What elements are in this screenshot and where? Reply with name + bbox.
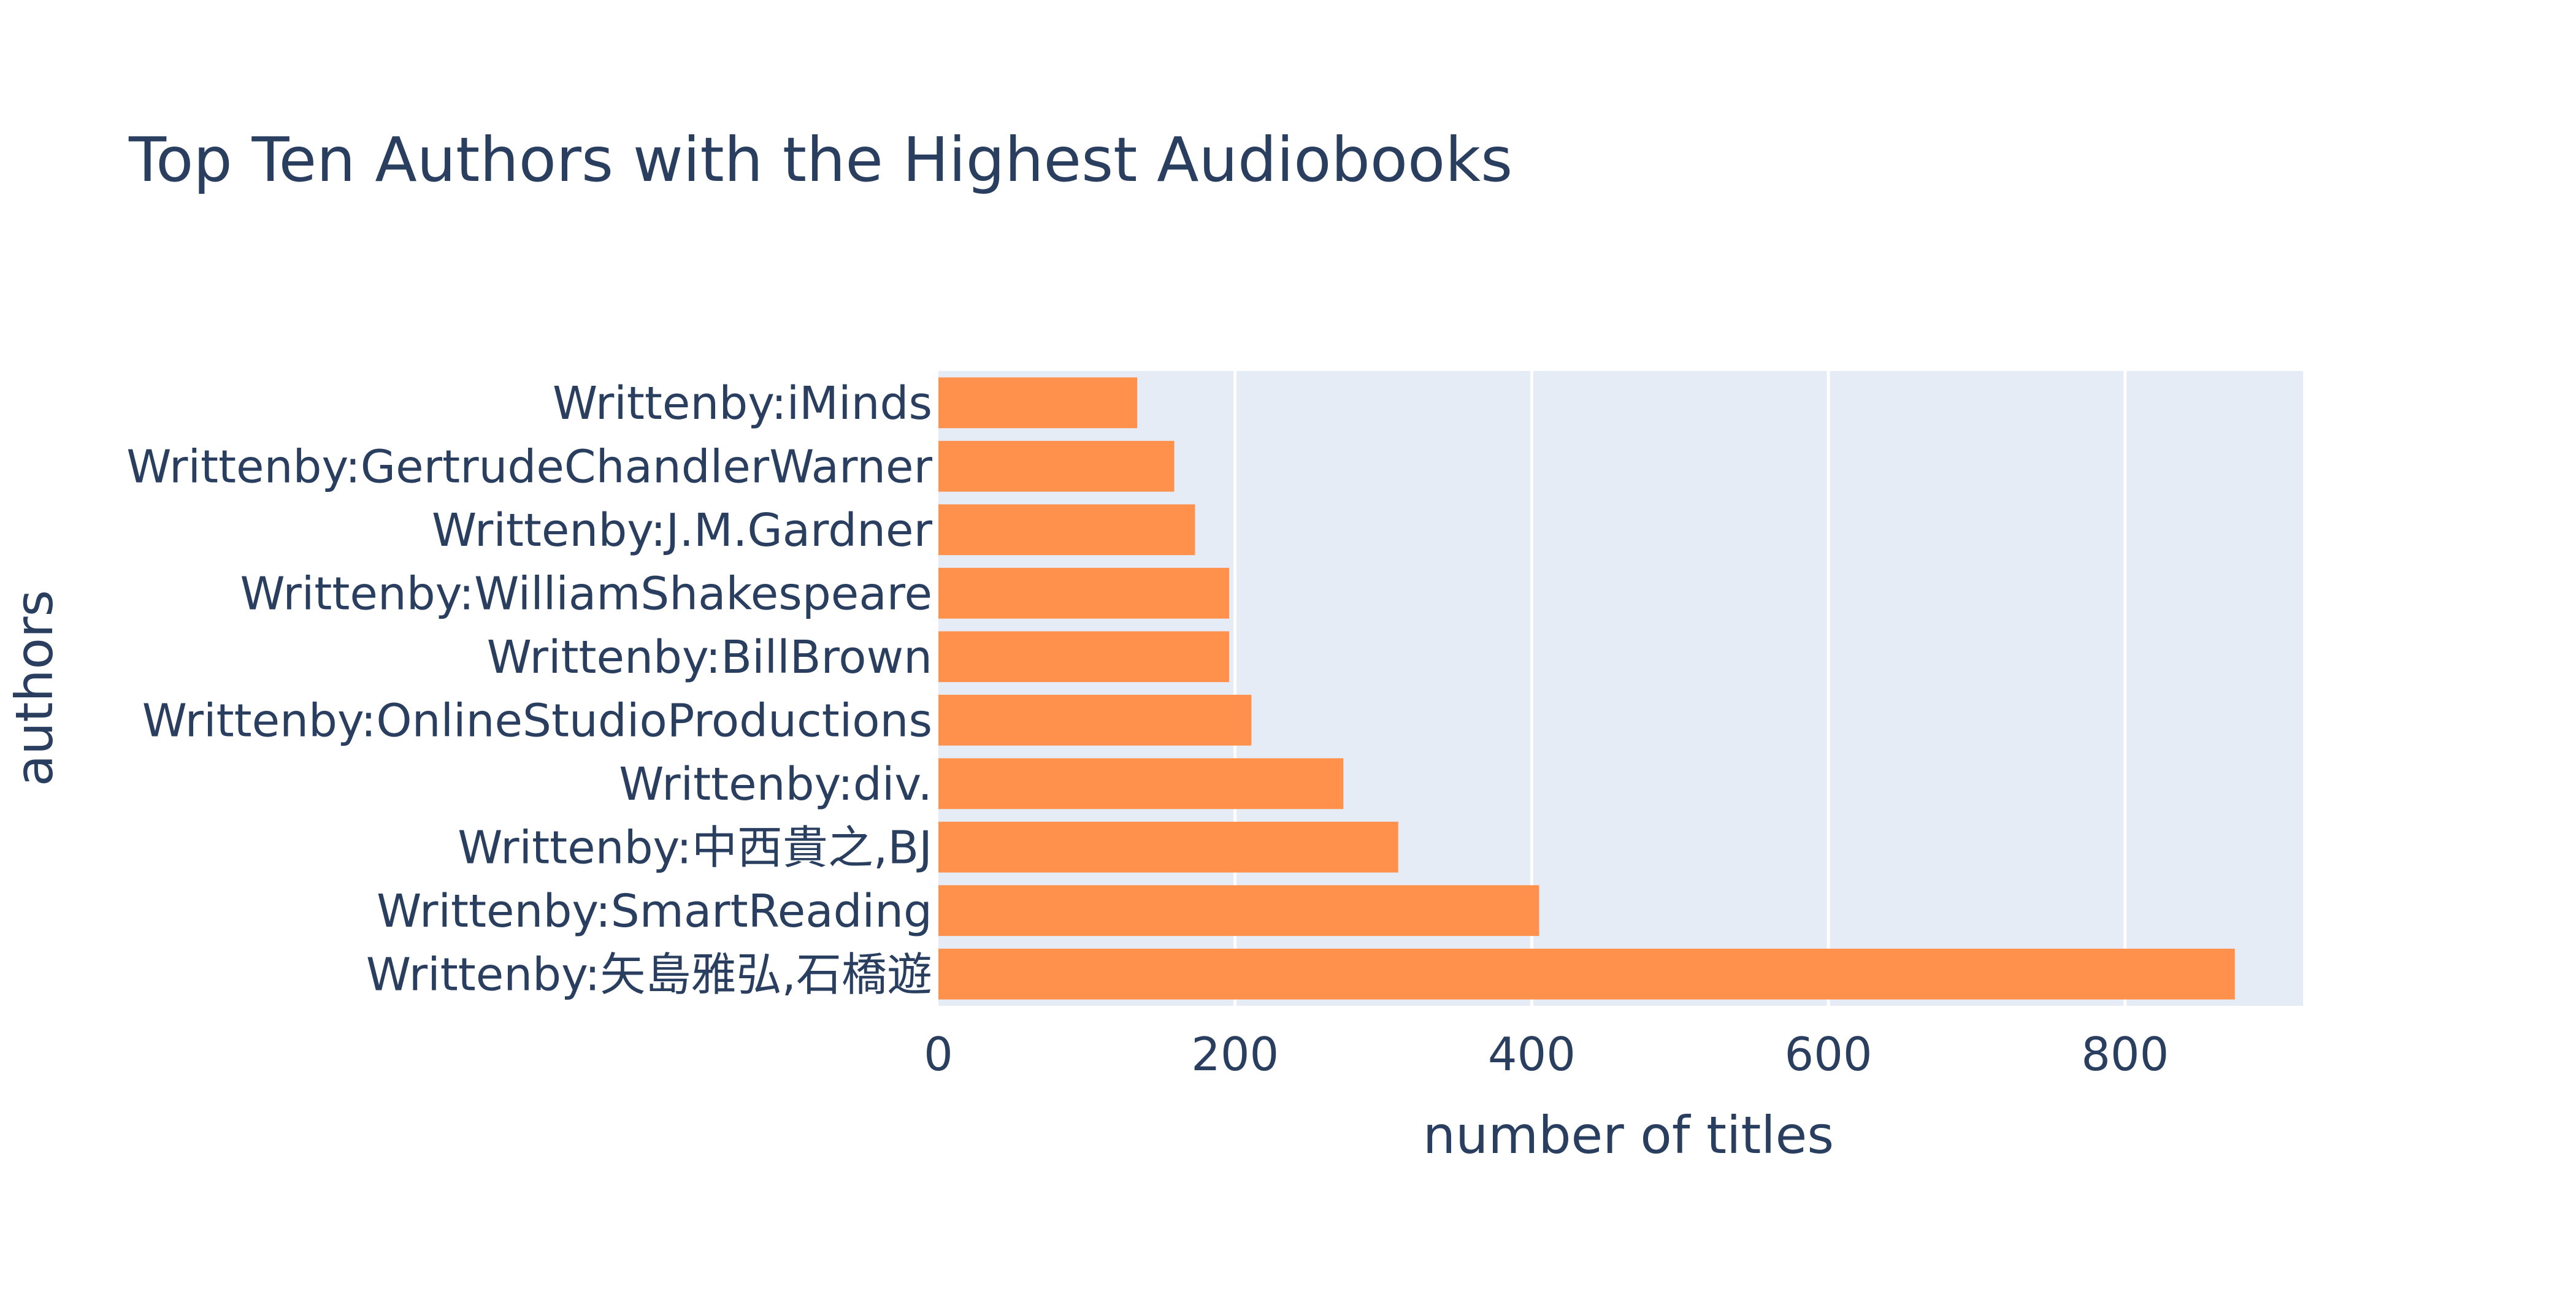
bar[interactable] <box>938 440 1175 492</box>
bar[interactable] <box>938 631 1230 683</box>
bar[interactable] <box>938 567 1230 619</box>
bars <box>938 377 2235 1000</box>
y-tick-label: Writtenby:iMinds <box>553 377 932 430</box>
y-axis-title: authors <box>4 590 64 787</box>
x-tick-label: 200 <box>1191 1027 1279 1081</box>
x-tick-label: 800 <box>2081 1027 2169 1081</box>
x-axis-title: number of titles <box>1423 1105 1834 1165</box>
bar[interactable] <box>938 694 1252 746</box>
bar[interactable] <box>938 377 1138 429</box>
bar[interactable] <box>938 821 1398 873</box>
bar[interactable] <box>938 948 2235 1000</box>
y-tick-label: Writtenby:WilliamShakespeare <box>240 567 933 620</box>
y-tick-label: Writtenby:GertrudeChandlerWarner <box>126 440 932 493</box>
y-tick-label: Writtenby:矢島雅弘,石橋遊 <box>366 948 932 1001</box>
bar[interactable] <box>938 885 1539 937</box>
y-tick-label: Writtenby:div. <box>619 758 932 811</box>
bar[interactable] <box>938 758 1344 810</box>
x-tick-labels: 0 200 400 600 800 <box>924 1027 2169 1081</box>
bar[interactable] <box>938 504 1195 556</box>
y-tick-label: Writtenby:J.M.Gardner <box>432 504 933 557</box>
x-tick-label: 0 <box>924 1027 953 1081</box>
y-tick-label: Writtenby:OnlineStudioProductions <box>142 694 932 747</box>
y-tick-labels: Writtenby:矢島雅弘,石橋遊 Writtenby:SmartReading… <box>126 377 932 1002</box>
x-tick-label: 600 <box>1785 1027 1873 1081</box>
y-tick-label: Writtenby:中西貴之,BJ <box>458 821 932 874</box>
y-tick-label: Writtenby:BillBrown <box>487 631 932 684</box>
y-tick-label: Writtenby:SmartReading <box>377 885 932 938</box>
chart-title: Top Ten Authors with the Highest Audiobo… <box>128 124 1512 196</box>
x-tick-label: 400 <box>1488 1027 1576 1081</box>
